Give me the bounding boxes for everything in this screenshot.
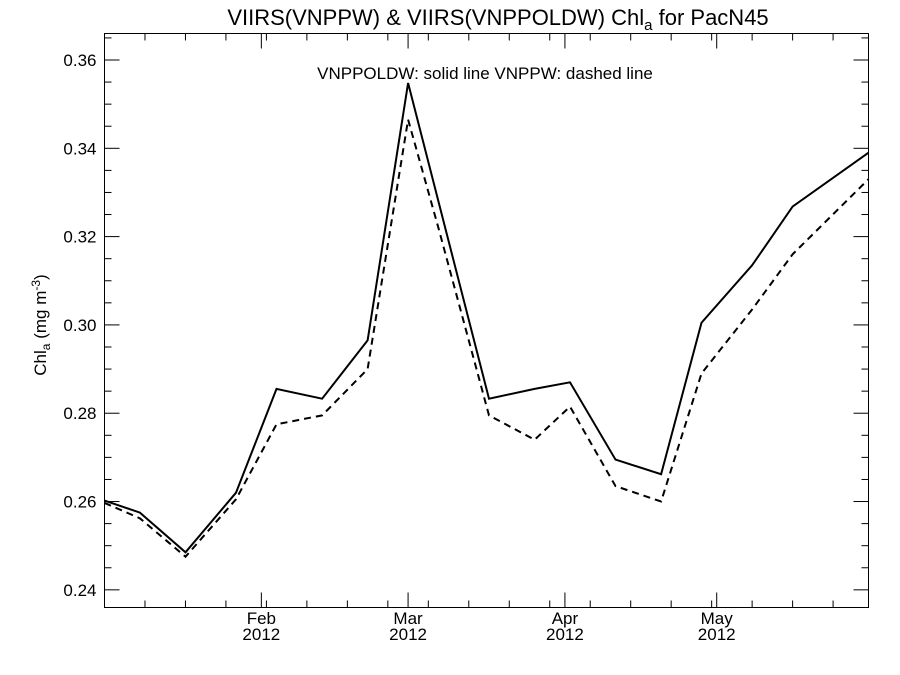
y-axis-label-unit: (mg m [31, 291, 50, 344]
plot-frame [104, 33, 869, 608]
series-line-dashed [104, 119, 870, 559]
x-tick-label-month: Feb [247, 609, 276, 628]
y-axis-label-subscript: a [39, 343, 53, 350]
chart-title: VIIRS(VNPPW) & VIIRS(VNPPOLDW) Chla for … [227, 5, 768, 34]
chart-title-main: VIIRS(VNPPW) & VIIRS(VNPPOLDW) Chl [227, 5, 644, 30]
y-tick-label: 0.36 [63, 51, 96, 70]
y-tick-label: 0.34 [63, 139, 96, 158]
legend-annotation: VNPPOLDW: solid line VNPPW: dashed line [317, 64, 653, 83]
y-axis-label-close: ) [31, 274, 50, 280]
x-tick-label-year: 2012 [546, 625, 584, 644]
x-tick-label-year: 2012 [389, 625, 427, 644]
chart-title-subscript: a [644, 17, 653, 34]
x-tick-label-month: May [701, 609, 734, 628]
x-tick-label-year: 2012 [698, 625, 736, 644]
y-axis-label: Chla (mg m-3) [29, 274, 53, 375]
x-tick-label-year: 2012 [242, 625, 280, 644]
y-axis-label-main: Chl [31, 350, 50, 376]
x-tick-label-month: Apr [552, 609, 579, 628]
series-line-solid [104, 82, 870, 554]
y-tick-label: 0.30 [63, 316, 96, 335]
axis-tick-labels: 0.240.260.280.300.320.340.36Feb2012Mar20… [63, 51, 735, 644]
y-tick-label: 0.24 [63, 581, 96, 600]
y-tick-label: 0.28 [63, 404, 96, 423]
y-tick-label: 0.26 [63, 493, 96, 512]
x-tick-label-month: Mar [393, 609, 423, 628]
axis-ticks [104, 33, 869, 608]
y-tick-label: 0.32 [63, 228, 96, 247]
y-axis-label-superscript: -3 [29, 280, 43, 291]
series-layer [104, 82, 870, 559]
chart-title-suffix: for PacN45 [653, 5, 769, 30]
